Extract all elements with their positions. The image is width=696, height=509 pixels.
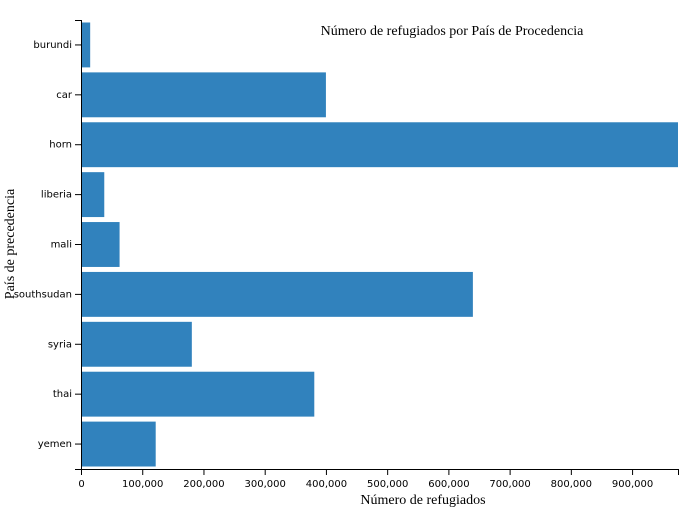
- x-tick-label-0: 0: [78, 479, 84, 490]
- bar-southsudan: [81, 271, 473, 317]
- bar-mali: [81, 222, 120, 267]
- y-axis: burundi car horn liberia mali southsudan syria…: [14, 20, 82, 470]
- x-tick-label-4: 400,000: [306, 479, 347, 490]
- y-tick-label-thai: thai: [53, 389, 72, 400]
- bar-horn: [81, 122, 678, 168]
- y-tick-label-liberia: liberia: [41, 190, 72, 201]
- x-tick-label-5: 500,000: [367, 479, 408, 490]
- bar-car: [81, 72, 326, 118]
- bars-group: [81, 22, 678, 467]
- x-axis-line: [81, 469, 679, 475]
- chart-title: Número de refugiados por País de Procede…: [321, 24, 585, 39]
- bar-thai: [81, 371, 315, 417]
- y-tick-label-yemen: yemen: [38, 439, 72, 450]
- x-tick-label-3: 300,000: [245, 479, 286, 490]
- x-tick-label-2: 200,000: [183, 479, 224, 490]
- x-tick-label-7: 700,000: [489, 479, 530, 490]
- x-tick-label-1: 100,000: [122, 479, 163, 490]
- bar-yemen: [81, 421, 156, 467]
- y-axis-label: País de precedencia: [3, 188, 18, 299]
- x-tick-label-9: 900,000: [612, 479, 653, 490]
- y-tick-label-syria: syria: [48, 339, 72, 350]
- y-tick-label-mali: mali: [51, 240, 72, 251]
- y-tick-label-burundi: burundi: [33, 40, 72, 51]
- y-tick-label-horn: horn: [49, 140, 72, 151]
- x-axis: 0 100,000 200,000 300,000 400,000 500,000 600,…: [78, 469, 679, 490]
- bar-liberia: [81, 172, 105, 218]
- x-tick-label-8: 800,000: [551, 479, 592, 490]
- y-tick-label-southsudan: southsudan: [14, 289, 72, 300]
- x-tick-label-6: 600,000: [428, 479, 469, 490]
- bar-syria: [81, 321, 192, 367]
- bar-burundi: [81, 22, 91, 68]
- y-tick-label-car: car: [56, 90, 73, 101]
- y-axis-line: [75, 20, 82, 470]
- x-axis-label: Número de refugiados: [360, 493, 485, 508]
